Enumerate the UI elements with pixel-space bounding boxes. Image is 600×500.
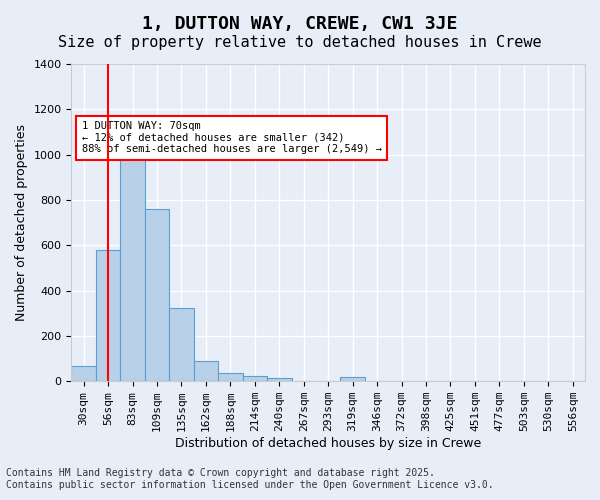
Text: 1 DUTTON WAY: 70sqm
← 12% of detached houses are smaller (342)
88% of semi-detac: 1 DUTTON WAY: 70sqm ← 12% of detached ho… [82, 121, 382, 154]
Text: Contains HM Land Registry data © Crown copyright and database right 2025.
Contai: Contains HM Land Registry data © Crown c… [6, 468, 494, 490]
Bar [145, 209, 169, 381]
Bar [96, 250, 121, 381]
Y-axis label: Number of detached properties: Number of detached properties [15, 124, 28, 321]
Bar [71, 366, 96, 381]
Bar [340, 376, 365, 381]
Bar [242, 376, 267, 381]
Bar [121, 150, 145, 381]
X-axis label: Distribution of detached houses by size in Crewe: Distribution of detached houses by size … [175, 437, 481, 450]
Bar [194, 361, 218, 381]
Bar [218, 372, 242, 381]
Text: Size of property relative to detached houses in Crewe: Size of property relative to detached ho… [58, 35, 542, 50]
Bar [267, 378, 292, 381]
Text: 1, DUTTON WAY, CREWE, CW1 3JE: 1, DUTTON WAY, CREWE, CW1 3JE [142, 15, 458, 33]
Bar [169, 308, 194, 381]
